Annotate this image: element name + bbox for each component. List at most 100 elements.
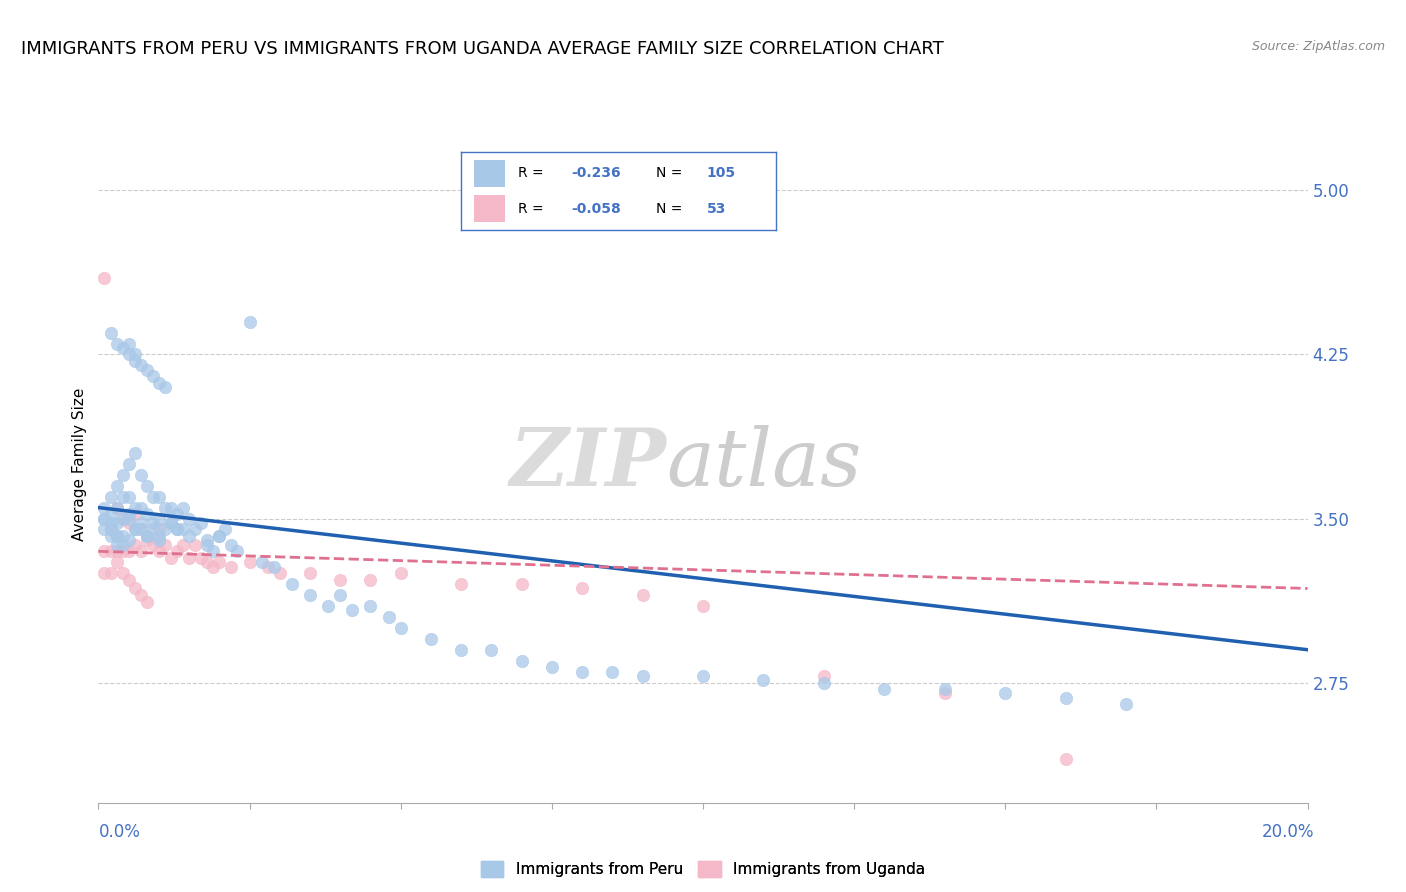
Point [129,500,152,515]
Point [221,538,243,552]
Point [195,538,218,552]
Point [153,500,176,515]
Text: ZIP: ZIP [510,425,666,502]
Point [118,347,141,361]
Text: atlas: atlas [666,425,862,502]
Point [153,523,176,537]
Point [111,544,134,558]
Point [118,490,141,504]
Point [142,369,165,384]
Point [239,555,262,569]
Point [124,538,146,552]
Point [105,500,128,515]
Point [111,566,134,581]
Point [135,529,157,543]
Point [148,523,170,537]
Point [148,529,170,543]
Point [540,660,562,674]
Point [190,516,212,530]
Point [148,544,170,558]
Point [239,315,262,329]
Point [93,566,115,581]
Point [389,566,412,581]
Point [93,271,115,285]
Point [360,599,382,613]
Point [118,573,141,587]
Point [160,516,183,530]
Point [602,665,624,679]
Point [93,523,115,537]
Point [177,550,201,565]
Point [481,642,503,657]
Point [250,555,273,569]
Point [111,341,134,355]
Point [100,566,122,581]
Point [142,516,165,530]
Point [342,603,364,617]
Point [111,511,134,525]
Point [111,511,134,525]
Point [105,544,128,558]
Point [100,523,122,537]
Point [93,544,115,558]
Point [299,588,322,602]
Point [934,682,956,697]
Point [166,523,188,537]
Point [316,599,339,613]
Point [105,529,128,543]
Point [172,523,194,537]
Point [202,559,225,574]
Point [111,490,134,504]
Point [177,529,201,543]
Point [166,523,188,537]
Point [208,529,231,543]
Point [93,511,115,525]
Point [160,500,183,515]
Point [105,479,128,493]
Point [153,380,176,394]
Point [148,533,170,548]
Text: 20.0%: 20.0% [1263,822,1315,840]
Point [124,446,146,460]
Point [105,529,128,543]
Point [93,500,115,515]
Point [111,538,134,552]
Point [105,529,128,543]
Point [1054,752,1077,766]
Point [142,538,165,552]
Point [135,594,157,608]
Point [256,559,278,574]
Point [208,529,231,543]
Point [631,588,654,602]
Text: 0.0%: 0.0% [98,822,141,840]
Point [299,566,322,581]
Point [111,467,134,482]
Point [105,555,128,569]
Point [450,642,472,657]
Point [221,559,243,574]
Point [118,511,141,525]
Point [100,516,122,530]
Point [124,500,146,515]
Point [129,523,152,537]
Point [934,686,956,700]
Point [166,507,188,521]
Point [124,523,146,537]
Point [195,533,218,548]
Point [281,577,304,591]
Point [124,582,146,596]
Point [124,523,146,537]
Point [153,538,176,552]
Point [124,354,146,368]
Point [692,599,714,613]
Point [105,516,128,530]
Point [208,555,231,569]
Point [419,632,441,646]
Point [135,507,157,521]
Point [129,523,152,537]
Point [100,490,122,504]
Point [263,559,285,574]
Point [389,621,412,635]
Point [93,511,115,525]
Point [111,529,134,543]
